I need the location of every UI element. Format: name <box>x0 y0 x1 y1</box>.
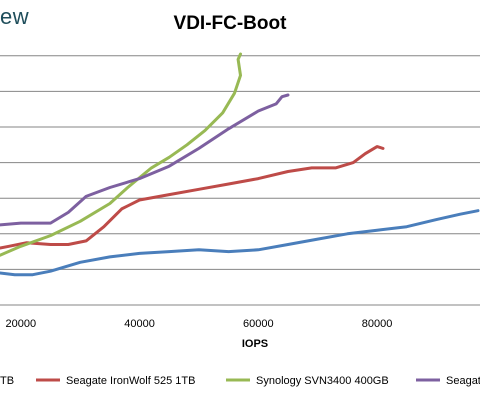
x-tick-label: 40000 <box>124 318 155 330</box>
x-tick-label: 60000 <box>243 318 274 330</box>
gridlines <box>0 55 480 270</box>
x-tick-labels: 20000 40000 60000 80000 <box>5 318 392 330</box>
series-line-3 <box>0 52 242 257</box>
legend: TB Seagate IronWolf 525 1TB Synology SVN34… <box>0 375 480 387</box>
chart-title: VDI-FC-Boot <box>173 13 287 34</box>
legend-label-4: Seagat <box>446 375 480 387</box>
series-line-2 <box>0 145 385 250</box>
series-group <box>0 52 480 277</box>
legend-label-2: Seagate IronWolf 525 1TB <box>66 375 195 387</box>
x-tick-label: 20000 <box>5 318 36 330</box>
publisher-logo: ew <box>0 4 30 29</box>
legend-label-3: Synology SVN3400 400GB <box>256 375 389 387</box>
x-tick-label: 80000 <box>362 318 393 330</box>
series-line-4 <box>0 93 290 227</box>
legend-label-1: TB <box>0 375 14 387</box>
series-line-1 <box>0 209 480 277</box>
x-axis-label: IOPS <box>242 338 268 350</box>
